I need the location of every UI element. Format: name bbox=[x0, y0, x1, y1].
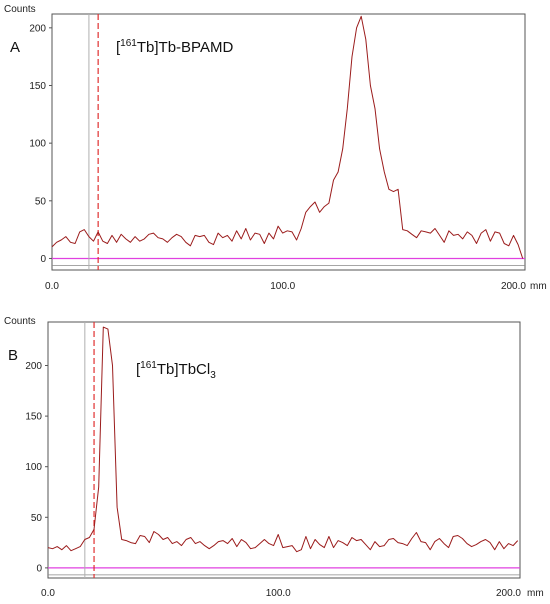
y-tick-label: 150 bbox=[29, 81, 46, 92]
compound-label: [161Tb]Tb-BPAMD bbox=[116, 38, 233, 56]
label-text: [ bbox=[136, 361, 141, 378]
formula-subscript: 3 bbox=[210, 370, 216, 381]
y-tick-label: 0 bbox=[36, 563, 42, 574]
panel-letter: B bbox=[8, 347, 18, 364]
x-unit-label: mm bbox=[530, 281, 547, 292]
y-axis-title: Counts bbox=[4, 316, 36, 327]
label-text: ] bbox=[154, 39, 158, 56]
y-tick-label: 100 bbox=[25, 462, 42, 473]
label-text: Tb bbox=[157, 361, 175, 378]
x-tick-label: 0.0 bbox=[45, 281, 59, 292]
counts-trace bbox=[47, 326, 519, 553]
isotope-mass-superscript: 161 bbox=[120, 38, 137, 49]
label-text: Tb bbox=[137, 39, 155, 56]
panel-letter: A bbox=[10, 39, 20, 56]
y-tick-label: 200 bbox=[25, 361, 42, 372]
x-tick-label: 100.0 bbox=[270, 281, 295, 292]
x-tick-label: 200.0 bbox=[501, 281, 526, 292]
x-unit-label: mm bbox=[527, 588, 544, 599]
compound-label: [161Tb]TbCl3 bbox=[136, 360, 216, 381]
y-tick-label: 200 bbox=[29, 23, 46, 34]
y-tick-label: 0 bbox=[40, 254, 46, 265]
y-tick-label: 150 bbox=[25, 412, 42, 423]
label-text: TbCl bbox=[179, 361, 211, 378]
counts-trace bbox=[51, 15, 524, 259]
isotope-mass-superscript: 161 bbox=[140, 360, 157, 371]
plot-frame bbox=[51, 13, 526, 271]
y-tick-label: 50 bbox=[31, 513, 43, 524]
label-text: ] bbox=[174, 361, 178, 378]
x-tick-label: 200.0 bbox=[496, 588, 521, 599]
label-text: Tb-BPAMD bbox=[159, 39, 234, 56]
plot-frame bbox=[47, 321, 521, 579]
y-tick-label: 50 bbox=[35, 196, 47, 207]
x-tick-label: 0.0 bbox=[41, 588, 55, 599]
label-text: [ bbox=[116, 39, 121, 56]
y-axis-title: Counts bbox=[4, 4, 36, 15]
x-tick-label: 100.0 bbox=[266, 588, 291, 599]
y-tick-label: 100 bbox=[29, 139, 46, 150]
